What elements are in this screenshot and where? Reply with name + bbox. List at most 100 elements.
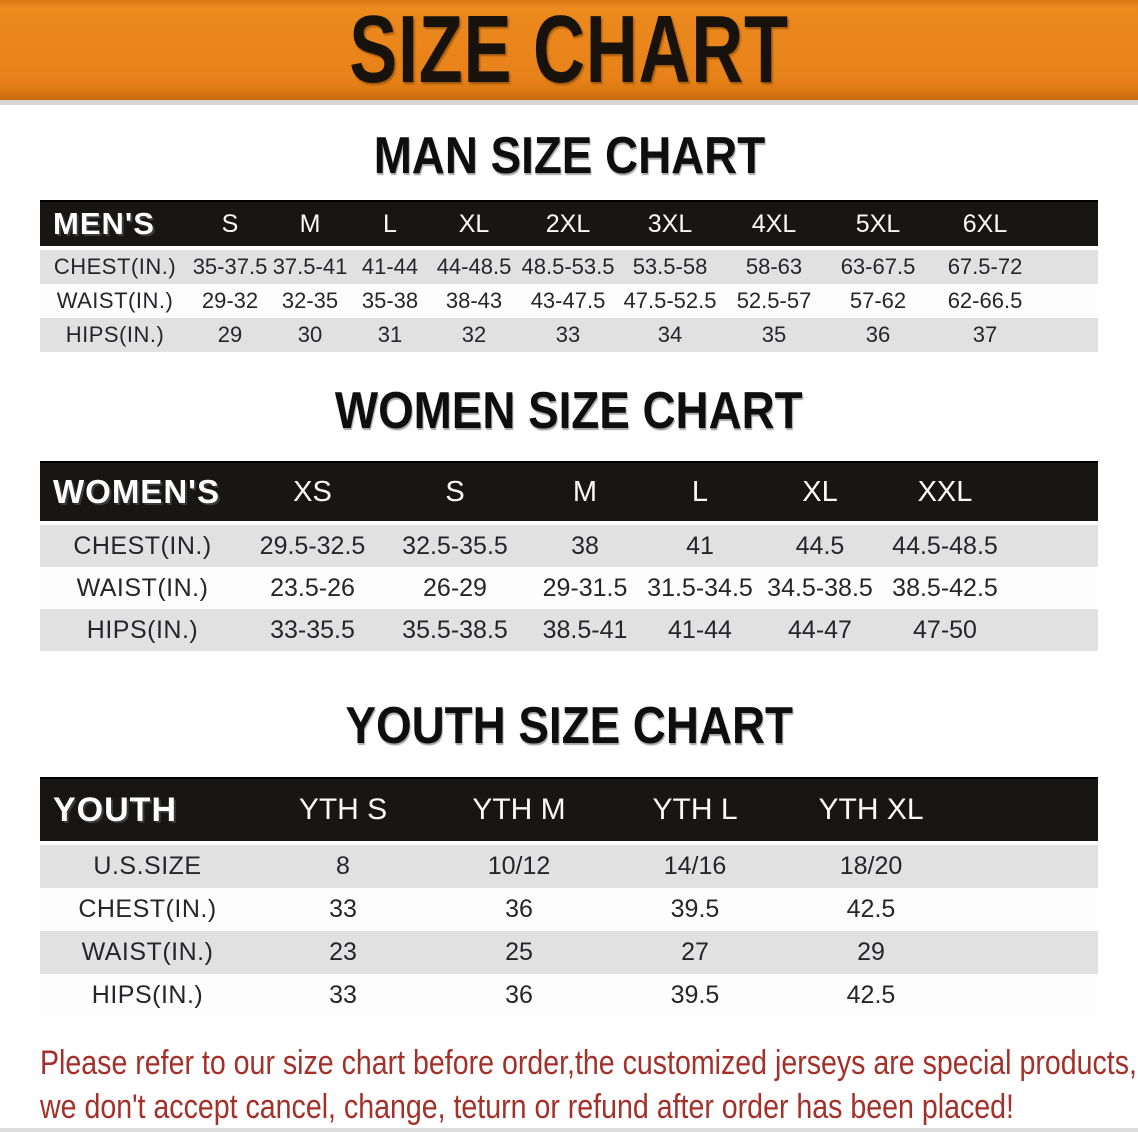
row-label: U.S.SIZE [40,845,255,888]
men-header-row: MEN'S S M L XL 2XL 3XL 4XL 5XL 6XL [40,200,1098,250]
size-cell: 36 [431,974,607,1017]
size-cell: 58-63 [722,250,826,284]
size-cell: 27 [607,931,783,974]
size-cell: 10/12 [431,845,607,888]
men-size-table: MEN'S S M L XL 2XL 3XL 4XL 5XL 6XL CHEST… [40,200,1098,352]
size-cell: 25 [431,931,607,974]
table-row: CHEST(IN.) 33 36 39.5 42.5 [40,888,1098,931]
size-cell: 53.5-58 [618,250,722,284]
spacer-cell [1040,250,1098,284]
man-size-chart-title: MAN SIZE CHART [0,129,1138,183]
size-cell: 23.5-26 [245,567,380,609]
size-column-header: XL [760,461,880,525]
size-column-header: YTH M [431,777,607,845]
spacer-cell [1010,525,1098,567]
size-cell: 14/16 [607,845,783,888]
disclaimer-text: Please refer to our size chart before or… [40,1041,1138,1129]
size-column-header: 2XL [518,200,618,250]
size-cell: 44.5-48.5 [880,525,1010,567]
size-cell: 47-50 [880,609,1010,651]
size-cell: 35-38 [350,284,430,318]
size-column-header: L [350,200,430,250]
size-cell: 38-43 [430,284,518,318]
size-cell: 29-32 [190,284,270,318]
table-row: CHEST(IN.) 35-37.5 37.5-41 41-44 44-48.5… [40,250,1098,284]
spacer-cell [959,845,1098,888]
size-column-header: 4XL [722,200,826,250]
spacer-cell [1010,567,1098,609]
table-row: WAIST(IN.) 23.5-26 26-29 29-31.5 31.5-34… [40,567,1098,609]
women-header-row: WOMEN'S XS S M L XL XXL [40,461,1098,525]
youth-size-table: YOUTH YTH S YTH M YTH L YTH XL U.S.SIZE … [40,777,1098,1017]
table-row: WAIST(IN.) 23 25 27 29 [40,931,1098,974]
size-column-header: 6XL [930,200,1040,250]
size-cell: 43-47.5 [518,284,618,318]
size-cell: 29 [190,318,270,352]
spacer-cell [1010,461,1098,525]
size-cell: 31 [350,318,430,352]
size-cell: 33 [255,974,431,1017]
size-cell: 35-37.5 [190,250,270,284]
row-label: WAIST(IN.) [40,284,190,318]
spacer-cell [959,931,1098,974]
men-table-label: MEN'S [40,200,190,250]
size-cell: 63-67.5 [826,250,930,284]
size-cell: 33 [518,318,618,352]
row-label: HIPS(IN.) [40,318,190,352]
women-size-chart-title: WOMEN SIZE CHART [0,384,1138,438]
size-column-header: 5XL [826,200,930,250]
row-label: CHEST(IN.) [40,250,190,284]
size-cell: 33-35.5 [245,609,380,651]
size-column-header: YTH L [607,777,783,845]
size-chart-banner: SIZE CHART [0,0,1138,105]
banner-title: SIZE CHART [349,0,789,103]
size-cell: 34 [618,318,722,352]
size-cell: 48.5-53.5 [518,250,618,284]
size-column-header: M [530,461,640,525]
table-row: WAIST(IN.) 29-32 32-35 35-38 38-43 43-47… [40,284,1098,318]
size-cell: 47.5-52.5 [618,284,722,318]
size-cell: 29 [783,931,959,974]
size-column-header: YTH S [255,777,431,845]
size-cell: 35.5-38.5 [380,609,530,651]
size-cell: 38 [530,525,640,567]
size-column-header: XS [245,461,380,525]
table-row: HIPS(IN.) 29 30 31 32 33 34 35 36 37 [40,318,1098,352]
size-column-header: XXL [880,461,1010,525]
size-cell: 52.5-57 [722,284,826,318]
size-cell: 42.5 [783,974,959,1017]
size-column-header: 3XL [618,200,722,250]
size-cell: 31.5-34.5 [640,567,760,609]
table-row: CHEST(IN.) 29.5-32.5 32.5-35.5 38 41 44.… [40,525,1098,567]
size-column-header: L [640,461,760,525]
women-table-label: WOMEN'S [40,461,245,525]
size-cell: 39.5 [607,888,783,931]
size-column-header: YTH XL [783,777,959,845]
size-cell: 35 [722,318,826,352]
size-cell: 57-62 [826,284,930,318]
size-column-header: S [190,200,270,250]
row-label: HIPS(IN.) [40,609,245,651]
size-column-header: S [380,461,530,525]
spacer-cell [1040,284,1098,318]
size-cell: 39.5 [607,974,783,1017]
youth-size-chart-title-text: YOUTH SIZE CHART [345,697,793,755]
size-cell: 37 [930,318,1040,352]
size-cell: 33 [255,888,431,931]
size-cell: 26-29 [380,567,530,609]
size-cell: 29.5-32.5 [245,525,380,567]
size-cell: 29-31.5 [530,567,640,609]
size-cell: 41-44 [640,609,760,651]
size-cell: 30 [270,318,350,352]
table-row: HIPS(IN.) 33-35.5 35.5-38.5 38.5-41 41-4… [40,609,1098,651]
size-cell: 32.5-35.5 [380,525,530,567]
size-cell: 41-44 [350,250,430,284]
size-cell: 32-35 [270,284,350,318]
size-column-header: XL [430,200,518,250]
size-cell: 67.5-72 [930,250,1040,284]
row-label: CHEST(IN.) [40,525,245,567]
size-cell: 32 [430,318,518,352]
table-row: U.S.SIZE 8 10/12 14/16 18/20 [40,845,1098,888]
row-label: WAIST(IN.) [40,567,245,609]
youth-header-row: YOUTH YTH S YTH M YTH L YTH XL [40,777,1098,845]
